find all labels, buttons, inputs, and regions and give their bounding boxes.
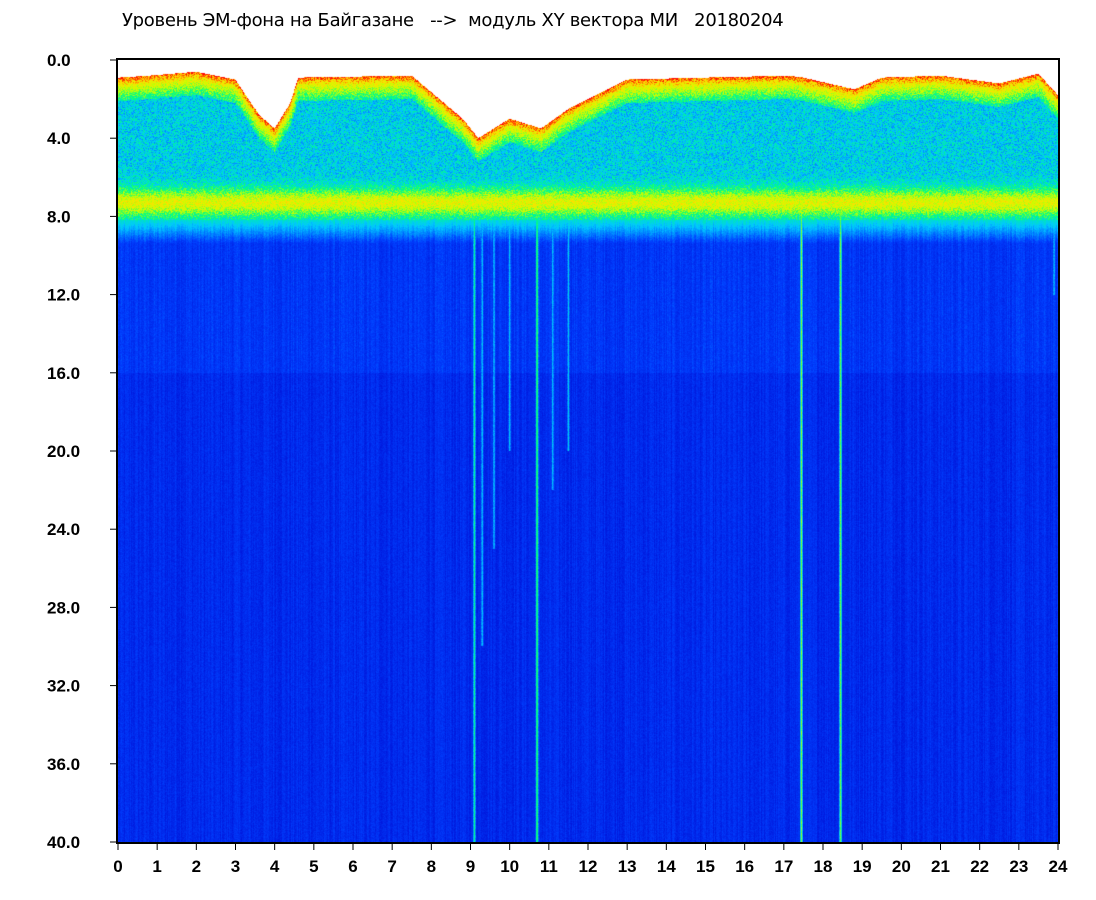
x-tick-label: 0 xyxy=(113,857,122,876)
x-tick-label: 12 xyxy=(579,857,598,876)
plot-area xyxy=(116,58,1060,844)
x-tick-label: 24 xyxy=(1049,857,1068,876)
y-tick-label: 0.0 xyxy=(47,51,71,70)
x-tick-label: 4 xyxy=(270,857,280,876)
x-tick-label: 8 xyxy=(427,857,436,876)
x-tick-label: 21 xyxy=(931,857,950,876)
y-tick-label: 12.0 xyxy=(47,286,80,305)
y-tick-label: 24.0 xyxy=(47,520,80,539)
y-axis: 0.0 4.0 8.0 12.0 16.0 20.0 24.0 28.0 32.0 36.0 40.… xyxy=(47,51,116,852)
spectrogram-heatmap xyxy=(118,60,1058,842)
y-tick-label: 40.0 xyxy=(47,833,80,852)
x-tick-label: 10 xyxy=(500,857,519,876)
x-tick-label: 20 xyxy=(892,857,911,876)
x-tick-label: 6 xyxy=(348,857,357,876)
x-tick-label: 5 xyxy=(309,857,318,876)
x-tick-label: 1 xyxy=(152,857,161,876)
x-tick-label: 13 xyxy=(618,857,637,876)
y-tick-label: 4.0 xyxy=(47,129,71,148)
x-tick-label: 22 xyxy=(970,857,989,876)
x-tick-label: 15 xyxy=(696,857,715,876)
x-tick-label: 3 xyxy=(231,857,240,876)
chart-title: Уровень ЭМ-фона на Байгазане --> модуль … xyxy=(122,10,784,31)
x-tick-label: 7 xyxy=(387,857,396,876)
x-tick-label: 11 xyxy=(540,857,558,876)
x-tick-label: 14 xyxy=(657,857,676,876)
y-tick-label: 20.0 xyxy=(47,442,80,461)
x-tick-label: 16 xyxy=(735,857,754,876)
y-tick-label: 8.0 xyxy=(47,207,71,226)
x-tick-label: 23 xyxy=(1009,857,1028,876)
y-tick-label: 32.0 xyxy=(47,677,80,696)
x-tick-label: 17 xyxy=(774,857,793,876)
x-axis: 0 1 2 3 4 5 6 7 8 9 10 11 12 13 14 15 16 17 18 19 20 21 22 23 24 xyxy=(113,844,1068,876)
x-tick-label: 19 xyxy=(853,857,872,876)
x-tick-label: 9 xyxy=(466,857,475,876)
y-tick-label: 28.0 xyxy=(47,598,80,617)
y-tick-label: 36.0 xyxy=(47,755,80,774)
x-tick-label: 2 xyxy=(192,857,201,876)
y-tick-label: 16.0 xyxy=(47,364,80,383)
x-tick-label: 18 xyxy=(814,857,833,876)
